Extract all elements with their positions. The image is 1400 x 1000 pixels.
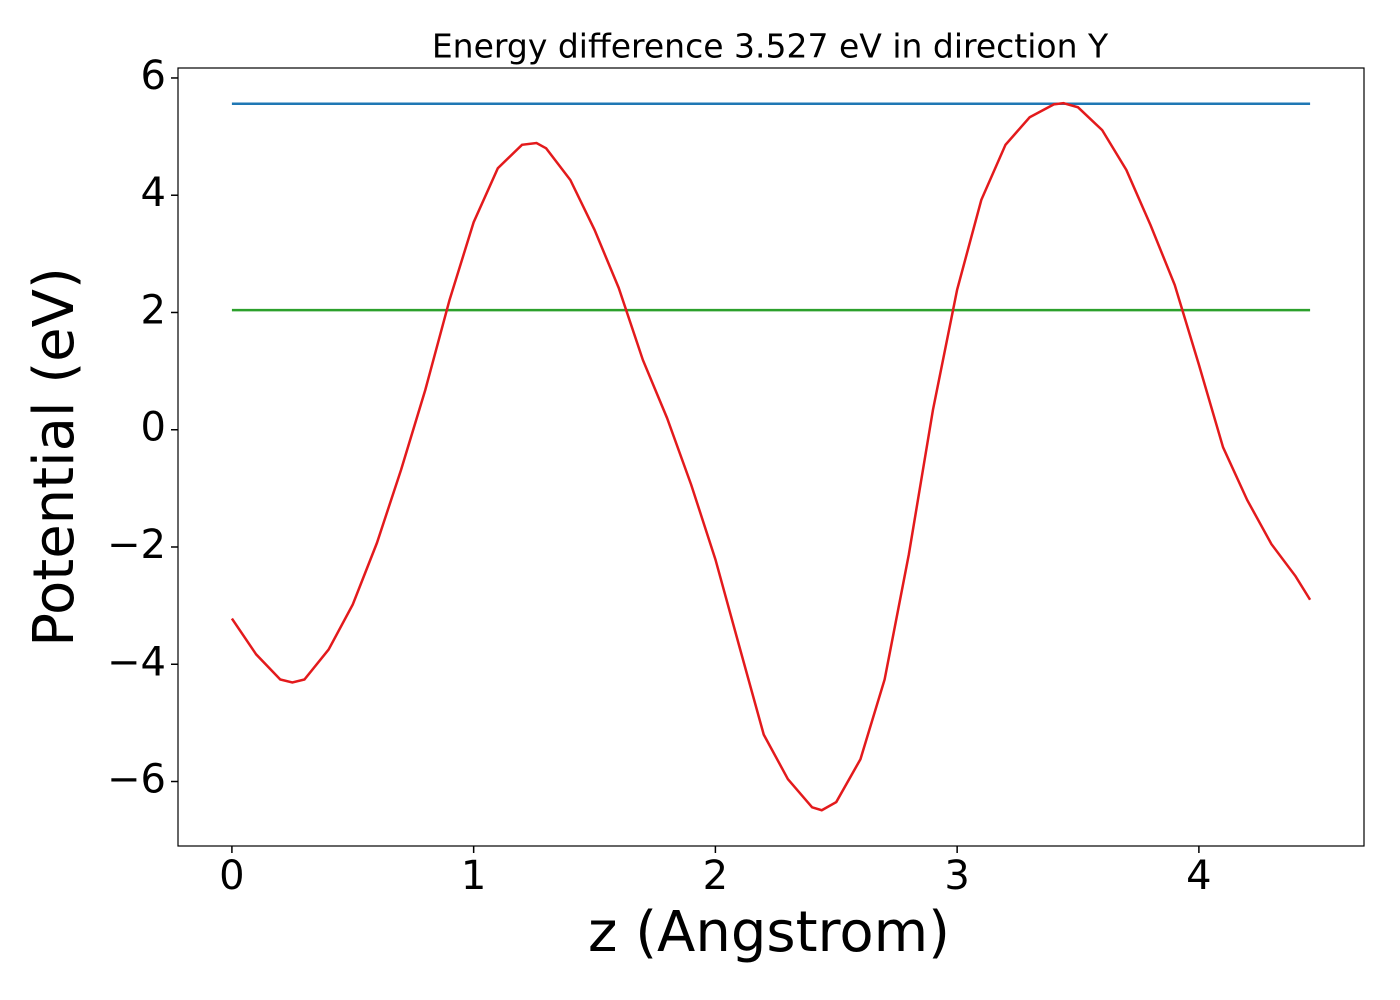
y-tick-label: 0	[141, 405, 166, 451]
x-tick-label: 1	[461, 853, 486, 899]
x-tick-label: 3	[944, 853, 969, 899]
y-tick-label: −6	[107, 757, 166, 803]
y-axis-label: Potential (eV)	[22, 267, 87, 647]
y-tick-label: 2	[141, 287, 166, 333]
y-tick-label: 6	[141, 53, 166, 99]
y-tick-label: −2	[107, 522, 166, 568]
chart-title: Energy difference 3.527 eV in direction …	[432, 27, 1109, 66]
y-tick-label: 4	[141, 170, 166, 216]
x-axis-label: z (Angstrom)	[588, 900, 950, 965]
y-tick-label: −4	[107, 639, 166, 685]
x-tick-label: 0	[219, 853, 244, 899]
x-tick-label: 4	[1186, 853, 1211, 899]
data-line	[230, 101, 1312, 812]
x-tick-label: 2	[703, 853, 728, 899]
plot-frame	[177, 67, 1365, 847]
